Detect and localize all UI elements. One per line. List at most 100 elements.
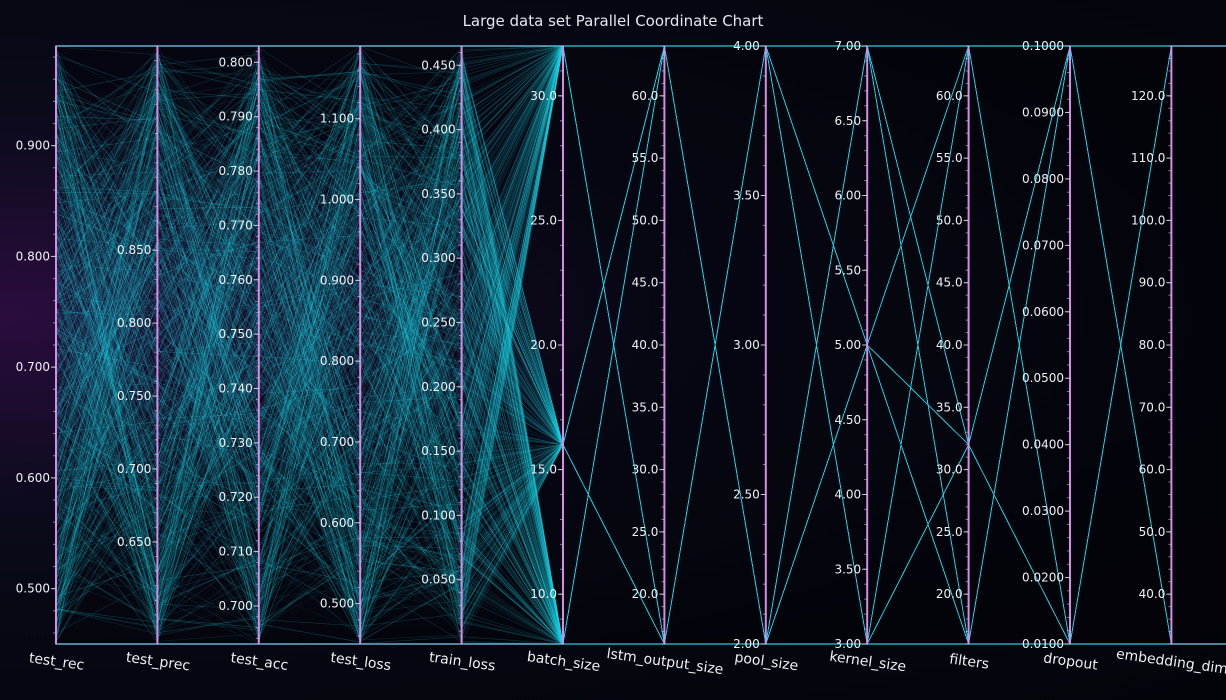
data-line	[55, 45, 1172, 645]
data-line	[55, 45, 1172, 645]
data-line	[55, 45, 1172, 645]
data-line	[55, 45, 1172, 645]
data-line	[55, 45, 1172, 645]
data-line	[55, 45, 1172, 645]
data-line	[55, 45, 1172, 645]
panel-test_loss	[359, 45, 463, 645]
tick-label: 50.0	[1139, 525, 1166, 539]
data-line	[55, 45, 1172, 645]
data-line	[55, 45, 1172, 645]
data-line	[55, 45, 1172, 645]
data-line	[55, 45, 1172, 645]
data-line	[55, 45, 1172, 645]
data-line	[55, 45, 1172, 645]
data-line	[55, 45, 1172, 646]
data-line	[55, 45, 1172, 645]
data-line	[55, 45, 1172, 645]
data-line	[55, 45, 1172, 645]
data-line	[55, 45, 1172, 645]
data-line	[55, 45, 1172, 645]
data-line	[55, 45, 1172, 645]
panel-pool_size	[765, 45, 868, 645]
data-line	[55, 45, 1172, 645]
data-line	[55, 45, 1172, 645]
data-line	[55, 45, 1172, 645]
axis-label: embedding_dim	[1115, 646, 1226, 678]
data-line	[55, 45, 1172, 645]
data-line	[55, 45, 1172, 645]
data-line	[55, 45, 1172, 645]
data-line	[55, 45, 1172, 645]
data-line	[55, 45, 1172, 645]
data-line	[55, 45, 1172, 645]
data-line	[55, 45, 1172, 645]
data-line	[55, 45, 1172, 645]
data-line	[55, 45, 1172, 645]
data-line	[55, 45, 1172, 488]
data-line	[55, 45, 1172, 645]
data-line	[55, 45, 1172, 645]
data-line	[55, 45, 1172, 645]
data-line	[55, 45, 1172, 645]
data-line	[55, 45, 1172, 646]
data-line	[55, 45, 1172, 645]
data-line	[55, 45, 1172, 645]
data-line	[55, 45, 1172, 645]
data-line	[55, 45, 1172, 645]
tick-label: 0.250	[421, 315, 455, 329]
data-line	[55, 45, 1172, 645]
data-line	[55, 45, 1172, 645]
data-line	[55, 45, 1172, 645]
data-line	[55, 45, 1172, 645]
data-line	[55, 52, 1172, 645]
data-line	[55, 45, 1172, 645]
data-line	[55, 45, 1172, 645]
data-line	[55, 45, 1172, 645]
tick-label: 15.0	[530, 463, 557, 477]
data-line	[55, 45, 1172, 645]
data-line	[55, 45, 1172, 645]
data-line	[55, 45, 1172, 645]
data-line	[55, 45, 1172, 645]
data-line	[55, 45, 1172, 645]
data-line	[55, 45, 1172, 645]
data-line	[55, 45, 1172, 645]
data-line	[55, 45, 1172, 645]
data-line	[55, 45, 1172, 645]
data-line	[55, 45, 1172, 645]
data-line	[55, 45, 1172, 645]
data-line	[55, 45, 1172, 645]
data-line	[55, 45, 1172, 645]
data-line	[55, 45, 1172, 645]
data-line	[55, 45, 1172, 645]
data-line	[55, 45, 1172, 645]
data-line	[55, 45, 1172, 645]
tick-label: 35.0	[632, 400, 659, 414]
tick-label: 60.0	[632, 89, 659, 103]
data-line	[55, 45, 1172, 645]
data-line	[55, 45, 1172, 645]
tick-label: 0.150	[421, 444, 455, 458]
data-line	[55, 45, 1172, 645]
data-line	[55, 45, 1172, 645]
data-line	[55, 45, 1172, 645]
data-line	[55, 45, 1172, 645]
data-line	[55, 45, 1172, 645]
data-line	[55, 45, 1172, 645]
data-line	[55, 45, 1172, 645]
data-line	[55, 45, 1172, 645]
data-line	[55, 45, 1172, 645]
data-line	[55, 45, 1172, 645]
data-line	[55, 45, 1172, 645]
tick-label: 0.400	[421, 123, 455, 137]
tick-label: 0.100	[421, 508, 455, 522]
data-line	[55, 45, 1172, 645]
data-line	[55, 45, 1172, 645]
data-line	[55, 45, 1172, 645]
data-line	[55, 45, 1172, 645]
tick-label: 30.0	[632, 463, 659, 477]
data-line	[55, 45, 1172, 645]
data-line	[55, 45, 1172, 645]
tick-label: 6.00	[834, 189, 861, 203]
data-line	[55, 45, 1172, 645]
